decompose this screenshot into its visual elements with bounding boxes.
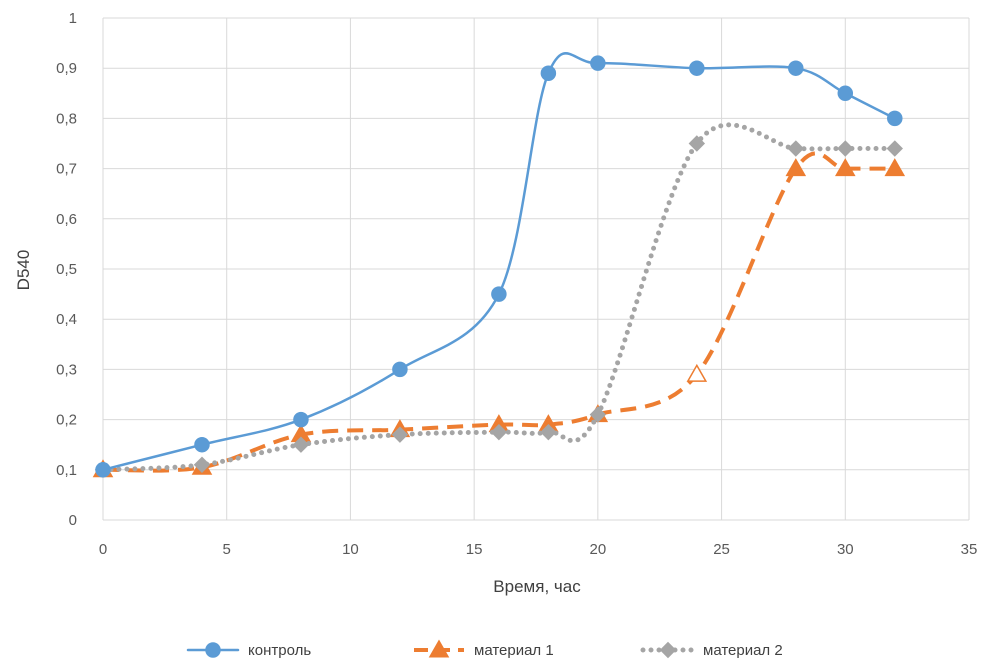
x-axis-title: Время, час [493,577,581,596]
series-line [101,52,897,472]
circle-marker [194,436,210,453]
y-tick-label: 0,4 [56,311,77,328]
circle-marker [788,60,804,76]
x-tick-label: 0 [99,541,107,558]
y-tick-label: 1 [69,10,77,27]
triangle-marker [785,158,807,177]
tick-labels: 00,10,20,30,40,50,60,70,80,910 5 10 15 20 25 3… [56,10,977,558]
circle-marker [293,411,309,428]
legend-item-1: контроль [186,642,311,659]
y-tick-label: 0,9 [56,60,77,77]
diamond-marker [659,641,677,659]
series-3 [94,122,903,479]
x-tick-label: 5 [223,541,231,558]
series-line [102,151,895,473]
diamond-marker [589,406,607,423]
triangle-marker [884,158,906,177]
series-layer [92,52,906,479]
legend-label: материал 1 [474,642,554,659]
y-tick-label: 0,6 [56,211,77,228]
diamond-marker [837,140,854,157]
triangle-marker [834,158,856,177]
diamond-marker [787,140,805,157]
y-tick-label: 0,2 [56,412,77,429]
triangle-marker [428,639,450,658]
diamond-marker [490,423,508,441]
x-tick-label: 25 [713,541,730,558]
circle-marker [837,85,854,102]
circle-marker [590,55,606,71]
diamond-marker [886,140,903,157]
diamond-marker [292,436,310,453]
x-tick-label: 10 [342,541,359,558]
diamond-marker [540,423,557,441]
series-1 [95,52,903,478]
circle-marker [205,642,221,658]
legend-item-2: материал 1 [414,639,554,659]
y-axis-title: D540 [14,250,33,291]
x-tick-label: 30 [837,541,854,558]
diamond-marker [391,426,409,443]
x-tick-label: 20 [590,541,607,558]
legend: контроль материал 1 материал 2 [186,639,783,659]
y-tick-label: 0,5 [56,261,77,278]
legend-label: материал 2 [703,642,783,659]
circle-marker [95,462,111,478]
diamond-marker [193,456,211,473]
x-tick-label: 15 [466,541,483,558]
circle-marker [491,286,507,302]
y-tick-label: 0 [69,512,77,529]
circle-marker [887,110,903,127]
legend-item-3: материал 2 [640,641,783,659]
y-tick-label: 0,1 [56,462,77,479]
y-tick-label: 0,8 [56,110,77,127]
legend-label: контроль [248,642,311,659]
y-tick-label: 0,3 [56,361,77,378]
y-tick-label: 0,7 [56,161,77,178]
circle-marker [392,361,408,378]
circle-marker [689,60,705,76]
triangle-marker [686,363,708,382]
diamond-marker [688,135,706,152]
circle-marker [540,65,557,81]
grid-lines [102,17,970,521]
x-tick-label: 35 [961,541,978,558]
